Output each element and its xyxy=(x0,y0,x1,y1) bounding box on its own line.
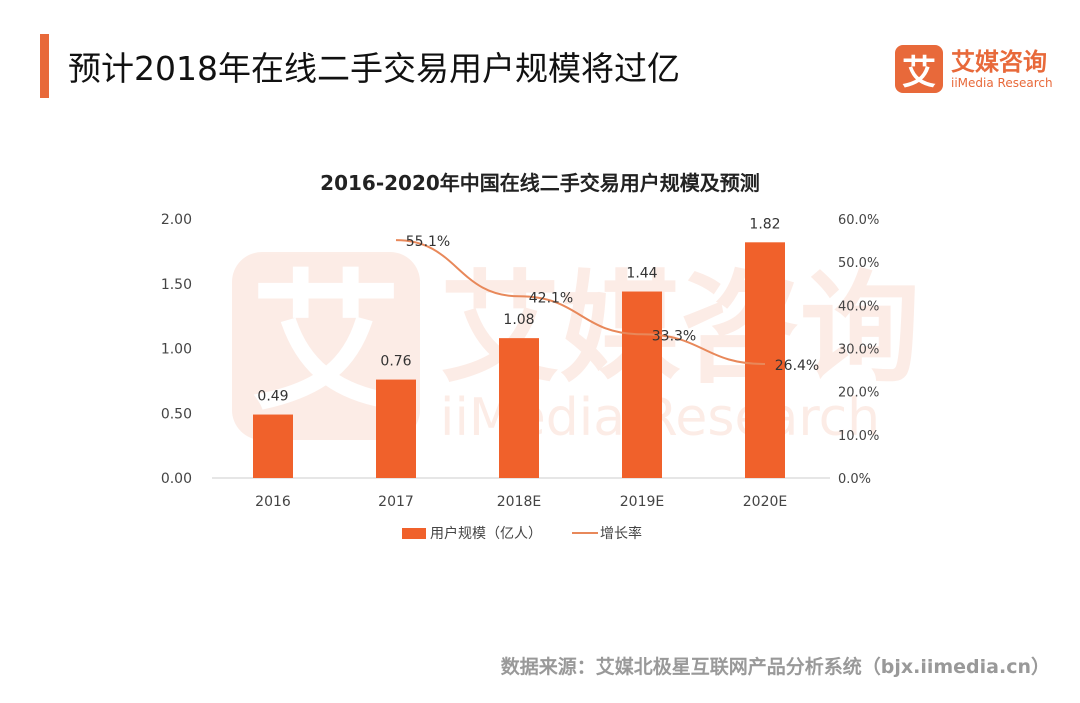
line-data-label: 33.3% xyxy=(652,328,696,344)
title-accent-bar xyxy=(40,34,49,98)
source-note: 数据来源：艾媒北极星互联网产品分析系统（bjx.iimedia.cn） xyxy=(500,656,1050,678)
y-left-tick-label: 0.50 xyxy=(161,406,192,422)
y-right-tick-label: 60.0% xyxy=(838,213,879,228)
y-right-tick-label: 0.0% xyxy=(838,472,871,487)
y-right-tick-label: 40.0% xyxy=(838,299,879,314)
legend-label-line: 增长率 xyxy=(600,525,642,542)
y-left-tick-label: 1.00 xyxy=(161,342,192,358)
bar xyxy=(376,379,416,478)
logo-mark: 艾 xyxy=(895,45,943,93)
page-title: 预计2018年在线二手交易用户规模将过亿 xyxy=(68,49,680,88)
x-tick-label: 2019E xyxy=(620,494,664,510)
bar-data-label: 1.08 xyxy=(503,312,534,328)
bar-data-label: 1.44 xyxy=(626,266,657,282)
y-right-tick-label: 20.0% xyxy=(838,386,879,401)
x-tick-label: 2020E xyxy=(743,494,787,510)
line-data-label: 42.1% xyxy=(529,290,573,306)
legend-swatch-bar xyxy=(402,528,426,539)
y-right-tick-label: 50.0% xyxy=(838,256,879,271)
x-tick-label: 2016 xyxy=(255,494,291,510)
line-data-label: 55.1% xyxy=(406,234,450,250)
logo: 艾 艾媒咨询 iiMedia Research xyxy=(895,45,1053,93)
bar-data-label: 0.76 xyxy=(380,354,411,370)
logo-en: iiMedia Research xyxy=(951,76,1053,90)
chart-title: 2016-2020年中国在线二手交易用户规模及预测 xyxy=(320,171,760,195)
y-right-tick-label: 10.0% xyxy=(838,429,879,444)
y-left-tick-label: 1.50 xyxy=(161,277,192,293)
bar xyxy=(622,291,662,478)
bar xyxy=(745,242,785,478)
watermark: 艾 艾媒咨询 iiMedia Research xyxy=(232,252,920,448)
legend: 用户规模（亿人） 增长率 xyxy=(402,525,642,542)
bar-data-label: 1.82 xyxy=(749,216,780,232)
legend-label-bar: 用户规模（亿人） xyxy=(430,525,542,542)
y-left-tick-label: 0.00 xyxy=(161,471,192,487)
logo-cn: 艾媒咨询 xyxy=(951,48,1047,76)
x-tick-label: 2018E xyxy=(497,494,541,510)
bar xyxy=(253,414,293,478)
watermark-logo-box xyxy=(232,252,420,440)
y-left-tick-label: 2.00 xyxy=(161,212,192,228)
bar-data-label: 0.49 xyxy=(257,389,288,405)
y-right-tick-label: 30.0% xyxy=(838,343,879,358)
x-tick-label: 2017 xyxy=(378,494,414,510)
bar xyxy=(499,338,539,478)
growth-rate-line xyxy=(395,239,766,366)
line-data-label: 26.4% xyxy=(775,358,819,374)
